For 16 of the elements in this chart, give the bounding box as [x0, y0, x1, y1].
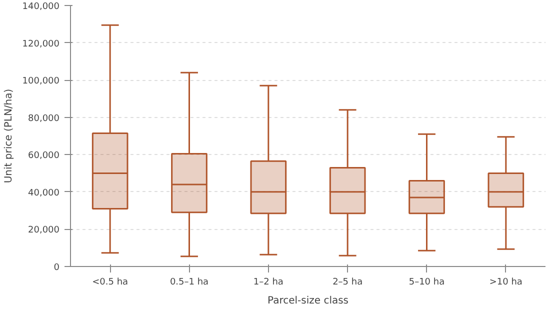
x-tick-label: >10 ha	[489, 278, 522, 288]
y-tick-label: 40,000	[28, 188, 60, 198]
y-tick-label: 0	[54, 263, 60, 273]
x-tick-label: 0.5–1 ha	[170, 278, 209, 288]
x-tick-label: <0.5 ha	[92, 278, 128, 288]
y-tick-label: 60,000	[28, 151, 60, 162]
y-tick-label: 100,000	[22, 76, 60, 87]
x-tick-label: 2–5 ha	[332, 278, 363, 288]
y-tick-label: 120,000	[22, 39, 60, 50]
y-tick-label: 140,000	[22, 2, 60, 12]
y-axis-title: Unit price (PLN/ha)	[3, 88, 14, 184]
x-tick-label: 5–10 ha	[408, 278, 445, 288]
y-tick-label: 20,000	[28, 226, 60, 236]
x-axis-title: Parcel-size class	[267, 296, 349, 306]
y-tick-label: 80,000	[28, 114, 60, 124]
x-tick-label: 1–2 ha	[253, 278, 284, 288]
